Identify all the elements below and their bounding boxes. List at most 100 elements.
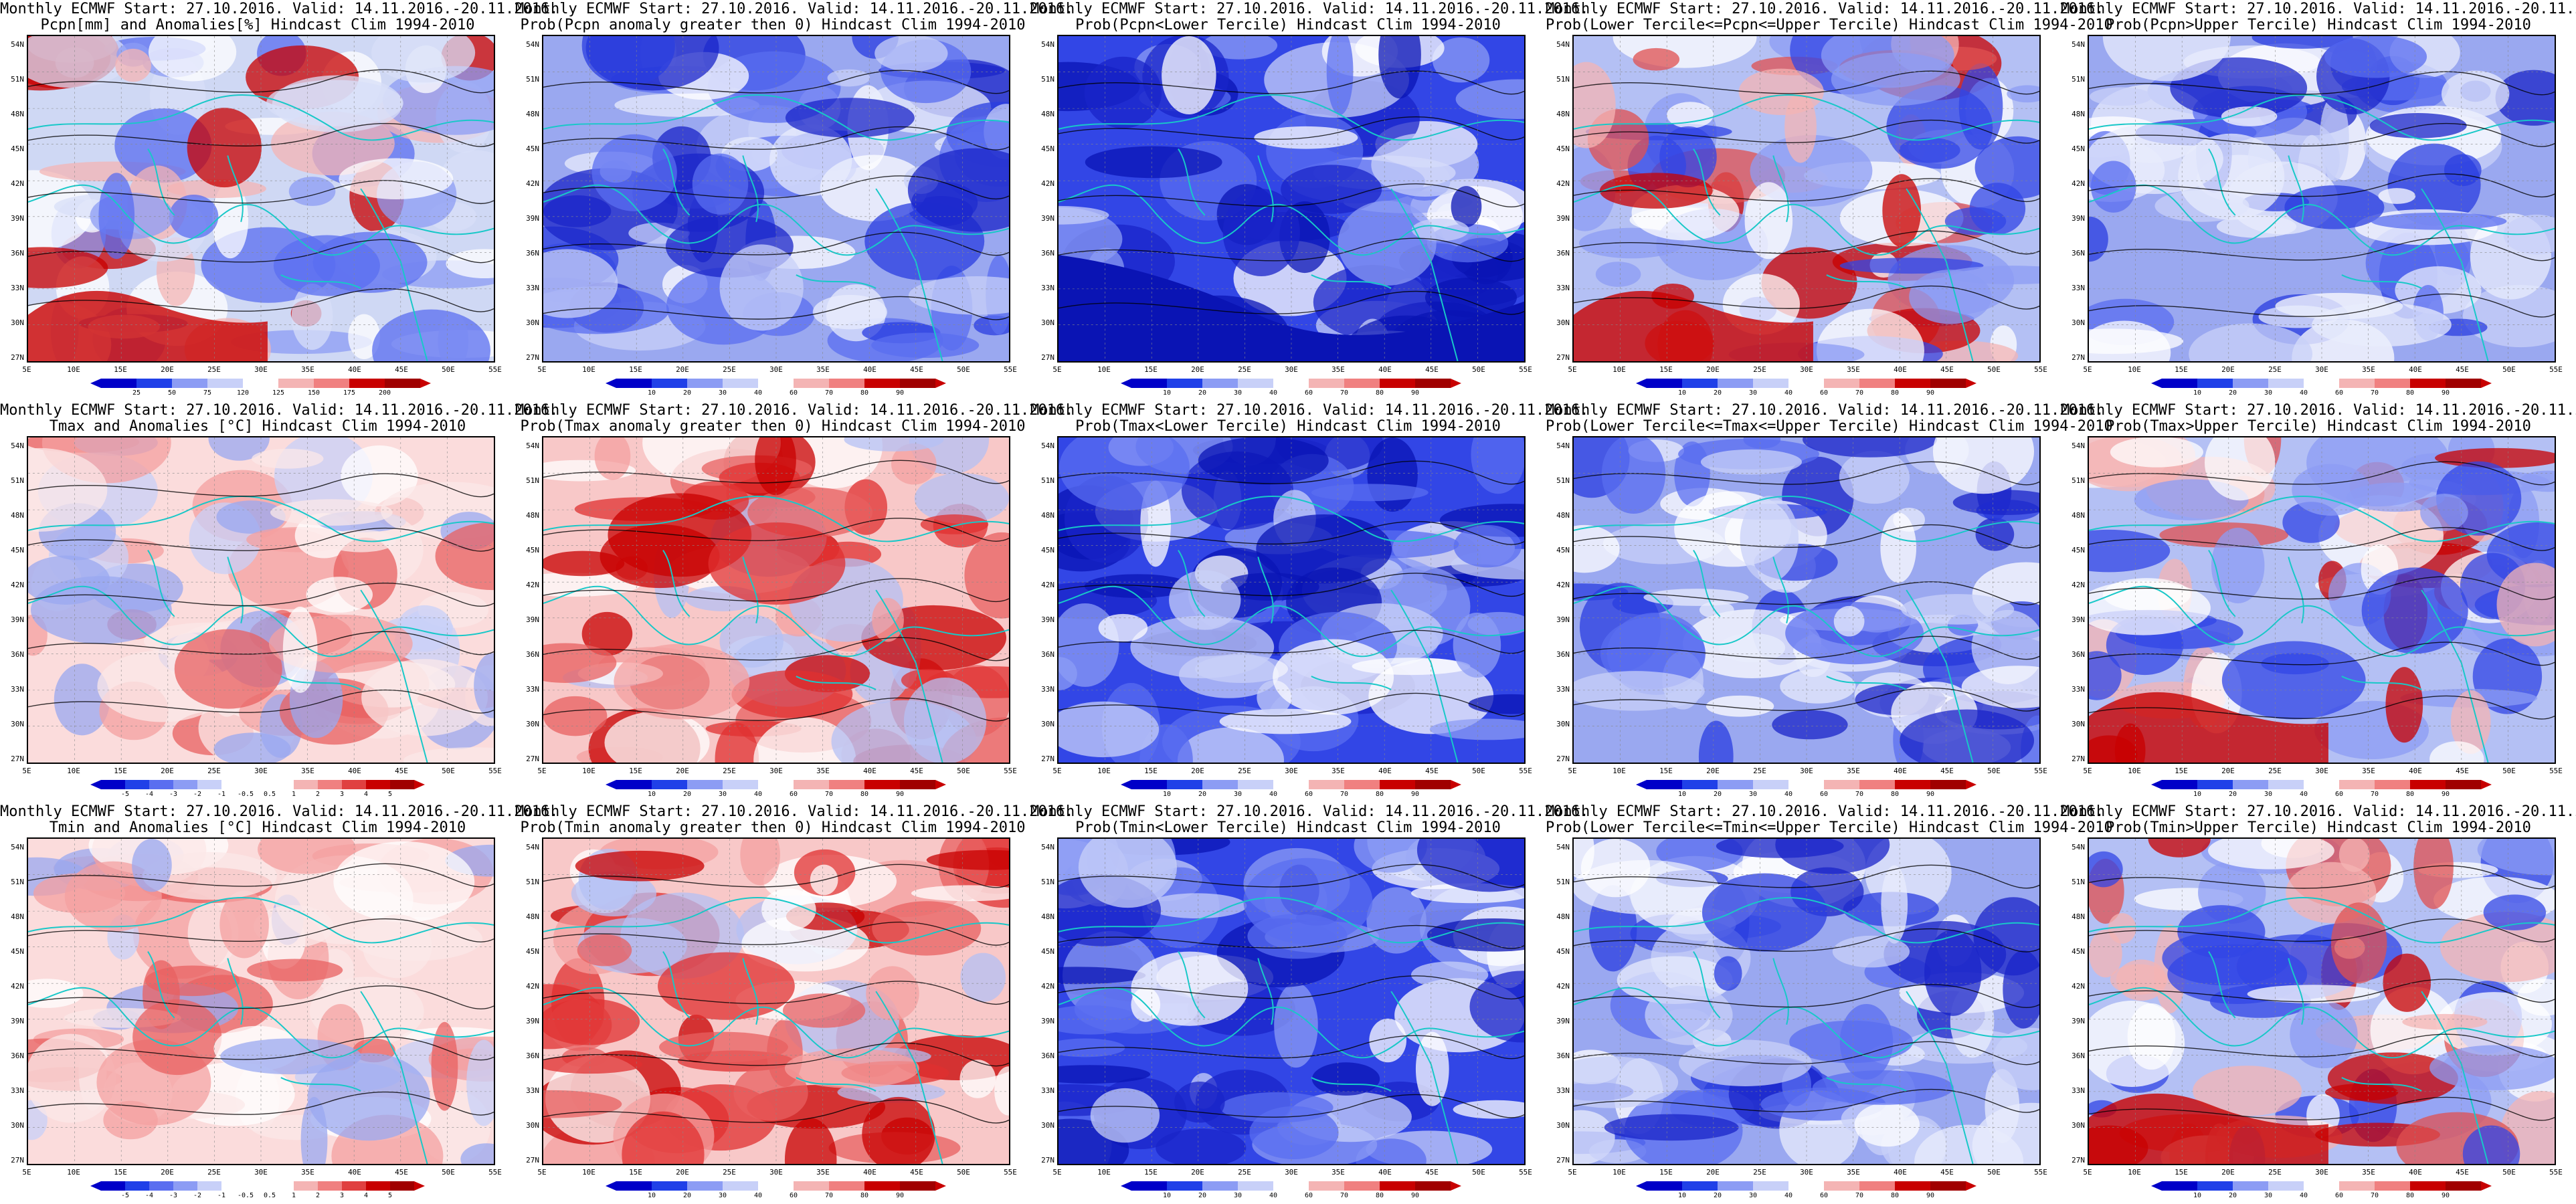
latitude-label: 51N bbox=[2072, 476, 2085, 485]
longitude-label: 35E bbox=[2362, 365, 2375, 374]
longitude-label: 20E bbox=[1706, 365, 1720, 374]
panel-title-line1: Monthly ECMWF Start: 27.10.2016. Valid: … bbox=[0, 803, 559, 820]
longitude-label: 20E bbox=[2221, 365, 2235, 374]
longitude-label: 35E bbox=[1331, 365, 1345, 374]
longitude-label: 40E bbox=[1894, 1168, 1907, 1177]
legend-tick-label: 20 bbox=[1198, 791, 1207, 798]
legend-arrow-right bbox=[935, 780, 946, 789]
map-panel: Monthly ECMWF Start: 27.10.2016. Valid: … bbox=[2061, 803, 2576, 1204]
legend-tick-label: -1 bbox=[217, 791, 226, 798]
longitude-label: 5E bbox=[22, 365, 31, 374]
legend-swatch bbox=[723, 1181, 758, 1191]
forecast-map bbox=[27, 837, 495, 1165]
longitude-label: 45E bbox=[1425, 1168, 1439, 1177]
longitude-label: 45E bbox=[395, 767, 408, 775]
panel-title-line1: Monthly ECMWF Start: 27.10.2016. Valid: … bbox=[1030, 402, 1589, 419]
legend-swatch bbox=[900, 1181, 935, 1191]
panel-title-line2: Prob(Pcpn>Upper Tercile) Hindcast Clim 1… bbox=[2106, 17, 2531, 33]
longitude-label: 5E bbox=[2083, 767, 2092, 775]
legend-swatch bbox=[864, 379, 900, 388]
panel-title-line2: Tmax and Anomalies [°C] Hindcast Clim 19… bbox=[49, 418, 466, 435]
legend-tick-label: 60 bbox=[2334, 1192, 2344, 1199]
latitude-label: 51N bbox=[11, 476, 24, 485]
latitude-label: 33N bbox=[1041, 284, 1054, 292]
longitude-label: 10E bbox=[67, 767, 80, 775]
legend-arrow-left bbox=[606, 1181, 616, 1191]
legend-swatch bbox=[829, 1181, 864, 1191]
longitude-label: 30E bbox=[1285, 767, 1298, 775]
longitude-label: 40E bbox=[1378, 365, 1392, 374]
legend-swatch bbox=[221, 780, 246, 789]
latitude-label: 54N bbox=[1041, 40, 1054, 49]
legend-tick-label: 30 bbox=[1748, 389, 1758, 397]
legend-swatch bbox=[173, 780, 197, 789]
panel-title-line1: Monthly ECMWF Start: 27.10.2016. Valid: … bbox=[515, 402, 1074, 419]
latitude-label: 30N bbox=[1556, 318, 1570, 327]
legend-tick-label: 125 bbox=[272, 389, 285, 397]
latitude-label: 33N bbox=[526, 284, 539, 292]
legend-tick-label: 40 bbox=[753, 389, 763, 397]
legend-arrow-left bbox=[90, 780, 101, 789]
map-panel: Monthly ECMWF Start: 27.10.2016. Valid: … bbox=[0, 401, 558, 803]
legend-tick-label: 70 bbox=[1855, 389, 1864, 397]
legend-swatch bbox=[829, 379, 864, 388]
legend-swatch bbox=[2339, 1181, 2375, 1191]
longitude-label: 10E bbox=[2128, 365, 2141, 374]
longitude-label: 10E bbox=[1097, 365, 1111, 374]
longitude-label: 15E bbox=[2175, 1168, 2188, 1177]
legend-tick-label: 200 bbox=[378, 389, 391, 397]
legend-swatch bbox=[1718, 780, 1753, 789]
legend-swatch bbox=[270, 1181, 294, 1191]
longitude-label: 25E bbox=[207, 1168, 221, 1177]
panel-title-line1: Monthly ECMWF Start: 27.10.2016. Valid: … bbox=[2061, 1, 2576, 17]
map-panel: Monthly ECMWF Start: 27.10.2016. Valid: … bbox=[2061, 401, 2576, 803]
legend-tick-label: 90 bbox=[895, 791, 905, 798]
legend-swatch bbox=[1202, 1181, 1238, 1191]
legend-tick-label: 20 bbox=[1198, 1192, 1207, 1199]
legend-swatch bbox=[2162, 780, 2197, 789]
latitude-label: 39N bbox=[2072, 1017, 2085, 1025]
longitude-label: 35E bbox=[816, 1168, 830, 1177]
legend-tick-label: 20 bbox=[682, 1192, 692, 1199]
panel-title-line2: Prob(Tmin anomaly greater then 0) Hindca… bbox=[520, 819, 1026, 836]
legend-swatch bbox=[390, 1181, 414, 1191]
legend-tick-label: 75 bbox=[203, 389, 212, 397]
longitude-label: 35E bbox=[301, 767, 314, 775]
color-legend-bar bbox=[1636, 780, 1976, 789]
latitude-label: 39N bbox=[2072, 615, 2085, 624]
longitude-label: 40E bbox=[2409, 365, 2422, 374]
latitude-label: 54N bbox=[526, 843, 539, 851]
legend-swatch bbox=[1131, 1181, 1167, 1191]
latitude-label: 45N bbox=[1556, 546, 1570, 555]
latitude-label: 54N bbox=[2072, 441, 2085, 450]
legend-arrow-right bbox=[2481, 379, 2492, 388]
legend-tick-label: -2 bbox=[193, 791, 202, 798]
legend-swatch bbox=[2410, 379, 2446, 388]
legend-swatch bbox=[1238, 379, 1273, 388]
legend-tick-label: 60 bbox=[1304, 791, 1313, 798]
latitude-label: 42N bbox=[1556, 982, 1570, 991]
legend-arrow-left bbox=[90, 379, 101, 388]
legend-tick-label: 80 bbox=[860, 791, 869, 798]
latitude-label: 54N bbox=[11, 40, 24, 49]
legend-swatch bbox=[652, 1181, 687, 1191]
legend-tick-label: 30 bbox=[2264, 389, 2273, 397]
latitude-label: 54N bbox=[1556, 441, 1570, 450]
legend-tick-label: 10 bbox=[1162, 1192, 1172, 1199]
latitude-label: 54N bbox=[2072, 843, 2085, 851]
panel-title-line1: Monthly ECMWF Start: 27.10.2016. Valid: … bbox=[515, 803, 1074, 820]
legend-swatch bbox=[900, 780, 935, 789]
legend-swatch bbox=[2197, 1181, 2233, 1191]
legend-tick-label: 30 bbox=[718, 389, 727, 397]
latitude-label: 51N bbox=[1041, 476, 1054, 485]
latitude-label: 45N bbox=[2072, 144, 2085, 153]
legend-tick-label: 60 bbox=[789, 791, 798, 798]
latitude-label: 45N bbox=[11, 546, 24, 555]
legend-swatch bbox=[1344, 1181, 1380, 1191]
latitude-label: 27N bbox=[526, 1156, 539, 1165]
longitude-label: 10E bbox=[582, 1168, 595, 1177]
longitude-label: 35E bbox=[1331, 1168, 1345, 1177]
legend-swatch bbox=[794, 780, 829, 789]
longitude-label: 55E bbox=[1004, 767, 1017, 775]
longitude-label: 15E bbox=[1659, 767, 1673, 775]
